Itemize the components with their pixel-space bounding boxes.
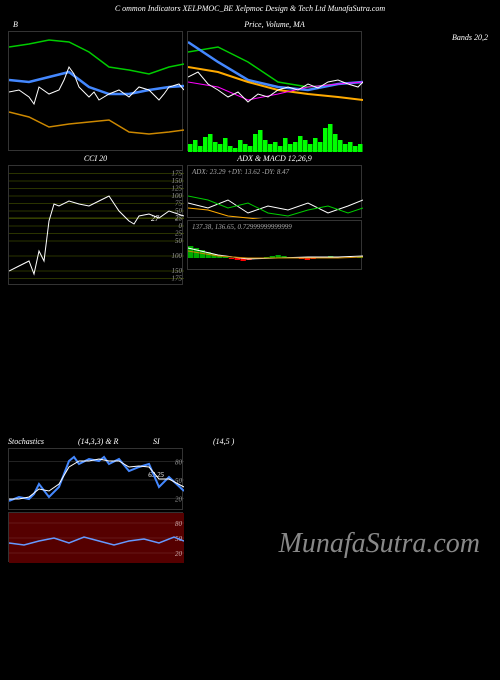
svg-text:80: 80 <box>175 520 183 528</box>
bollinger-title-left: B <box>13 20 18 29</box>
adx-title: ADX & MACD 12,26,9 <box>237 154 311 163</box>
chart-macd: 137.38, 136.65, 0.72999999999999 <box>187 220 362 270</box>
stoch-title-left: Stochastics <box>8 437 78 446</box>
stoch-title-mid: (14,3,3) & R <box>78 437 153 446</box>
svg-text:175: 175 <box>172 275 183 283</box>
cci-title: CCI 20 <box>84 154 107 163</box>
chart-adx: ADX & MACD 12,26,9 ADX: 23.29 +DY: 13.62… <box>187 165 362 218</box>
watermark: MunafaSutra.com <box>279 528 480 560</box>
chart-stoch: 80502063.25 <box>8 448 183 510</box>
header-center: ommon Indicators XELPMOC_BE Xelpmoc Desi… <box>122 4 385 13</box>
chart-rsi: 805020 <box>8 512 183 562</box>
bollinger-title-right: Bands 20,2 <box>452 33 488 42</box>
svg-text:50: 50 <box>175 237 183 245</box>
chart-price: Price, Volume, MA <box>187 31 362 151</box>
svg-text:20: 20 <box>175 550 183 558</box>
chart-bollinger: B <box>8 31 183 151</box>
chart-cci: CCI 20 175150125100755027250255010015017… <box>8 165 183 285</box>
header-left: C <box>115 4 120 13</box>
price-title: Price, Volume, MA <box>244 20 304 29</box>
svg-text:63.25: 63.25 <box>148 471 164 479</box>
adx-label: ADX: 23.29 +DY: 13.62 -DY: 8.47 <box>192 168 289 176</box>
macd-label: 137.38, 136.65, 0.72999999999999 <box>192 223 292 231</box>
stoch-title-mid2: SI <box>153 437 213 446</box>
svg-text:80: 80 <box>175 458 183 466</box>
svg-text:100: 100 <box>172 252 183 260</box>
stoch-title-right: (14,5 ) <box>213 437 234 446</box>
svg-text:20: 20 <box>175 496 183 504</box>
